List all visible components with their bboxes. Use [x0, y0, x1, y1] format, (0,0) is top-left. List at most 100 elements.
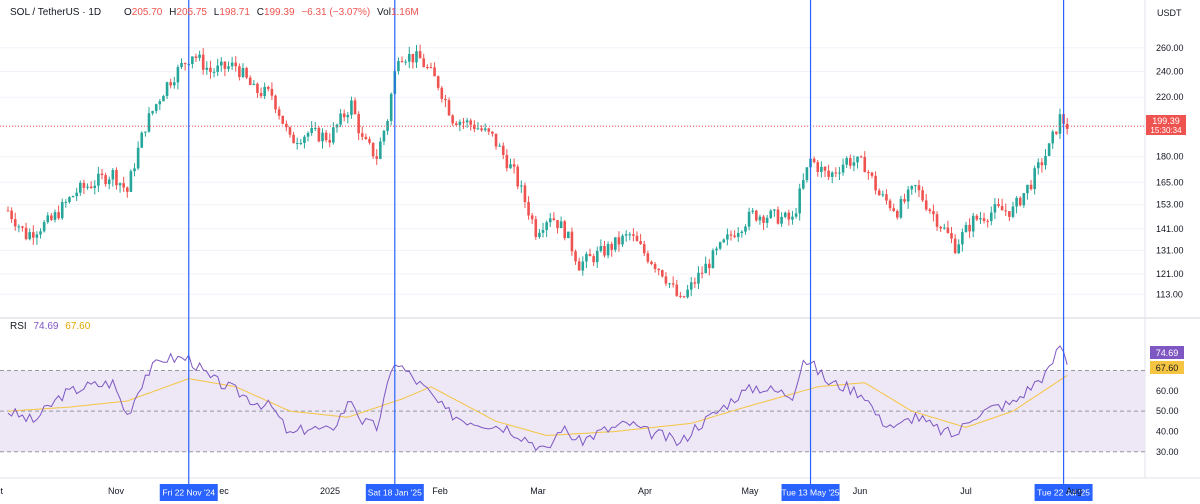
candle-body — [632, 234, 635, 236]
candle-body — [136, 147, 140, 169]
candle-body — [914, 185, 917, 187]
candle-body — [389, 93, 393, 121]
candle-body — [75, 192, 78, 197]
candle-body — [1065, 123, 1069, 129]
candle-body — [675, 284, 679, 296]
candle-body — [295, 143, 299, 145]
candle-body — [1018, 197, 1022, 206]
candle-body — [758, 216, 762, 221]
candle-body — [708, 263, 711, 269]
candle-body — [689, 282, 693, 290]
candle-body — [664, 276, 668, 284]
candle-body — [848, 158, 852, 166]
chart-grid — [0, 0, 1200, 479]
value-tags: 199.39 15:30:34 74.69 67.60 — [1146, 115, 1186, 374]
candle-body — [588, 253, 592, 257]
candle-body — [230, 62, 234, 67]
candle-body — [100, 173, 104, 176]
rsi-tag-bg — [1150, 346, 1184, 359]
candle-body — [404, 61, 407, 63]
candle-body — [867, 172, 870, 174]
candle-body — [668, 283, 671, 285]
candle-body — [375, 156, 379, 159]
candle-body — [722, 239, 726, 243]
candle-body — [505, 154, 509, 169]
price-axis[interactable]: 113.00 121.00 131.00 141.00 153.00 165.00 180.… — [1156, 43, 1184, 457]
candle-body — [595, 250, 599, 263]
candle-body — [567, 231, 570, 239]
candle-body — [281, 115, 285, 124]
candle-body — [491, 131, 494, 134]
candle-body — [447, 100, 451, 116]
candle-body — [1004, 210, 1008, 212]
candle-body — [520, 185, 523, 187]
candle-body — [469, 120, 473, 125]
candle-body — [1055, 131, 1058, 134]
candle-body — [350, 100, 353, 115]
open-value: 205.70 — [132, 7, 163, 18]
candle-body — [17, 226, 21, 228]
candle-body — [736, 233, 740, 237]
candle-body — [71, 196, 75, 198]
candle-body — [451, 115, 454, 124]
candle-body — [444, 98, 447, 101]
price-tick-label: 240.00 — [1156, 66, 1184, 76]
time-axis[interactable]: ct Nov ec 2025 Feb Mar Apr May Jun Jul Aug — [0, 486, 1082, 496]
candle-body — [379, 141, 382, 159]
rsi-label: RSI — [10, 321, 27, 332]
candle-body — [534, 219, 538, 238]
candle-body — [751, 210, 754, 212]
marker-label: Tue 22 Jul '25 — [1037, 488, 1090, 498]
marker-label: Fri 22 Nov '24 — [162, 488, 215, 498]
candle-body — [653, 264, 657, 269]
candle-body — [426, 66, 429, 68]
candle-body — [133, 168, 136, 172]
rsi-tick-label: 60.00 — [1156, 386, 1179, 396]
rsi-tick-label: 40.00 — [1156, 426, 1179, 436]
candle-body — [473, 124, 476, 130]
candle-body — [624, 234, 628, 236]
candle-body — [841, 164, 845, 173]
candle-body — [776, 209, 780, 224]
candle-body — [603, 245, 606, 256]
candle-body — [172, 82, 176, 86]
candle-body — [769, 210, 773, 218]
candle-body — [530, 215, 534, 220]
price-tag-bg — [1146, 115, 1186, 135]
candle-body — [13, 219, 17, 227]
rsi-tick-label: 50.00 — [1156, 406, 1179, 416]
price-tag-value: 199.39 — [1152, 116, 1180, 126]
close-label: C — [257, 7, 264, 18]
candle-body — [1015, 197, 1018, 207]
candle-body — [107, 179, 111, 185]
candle-body — [592, 256, 595, 263]
candle-body — [715, 248, 718, 251]
candle-body — [780, 216, 783, 224]
candle-body — [870, 172, 874, 176]
candle-body — [57, 212, 60, 219]
candle-body — [704, 263, 707, 274]
candle-body — [180, 63, 183, 68]
candle-body — [458, 121, 462, 126]
candle-body — [559, 221, 563, 229]
candle-body — [939, 226, 942, 229]
candle-body — [299, 142, 303, 144]
candle-body — [494, 133, 498, 147]
candle-body — [501, 145, 505, 155]
candle-body — [700, 272, 704, 274]
candle-body — [234, 62, 238, 67]
candle-body — [993, 204, 997, 213]
candle-body — [1026, 184, 1029, 194]
candle-body — [971, 215, 975, 232]
candle-body — [313, 127, 317, 129]
price-tick-label: 165.00 — [1156, 177, 1184, 187]
candle-body — [21, 226, 24, 228]
marker-label-bg — [159, 484, 218, 501]
legend-headers: SOL / TetherUS · 1D O205.70 H205.75 L198… — [10, 7, 1182, 332]
candle-body — [10, 210, 13, 220]
candle-body — [697, 272, 700, 284]
candle-body — [433, 67, 436, 77]
time-tick-label: Nov — [108, 486, 125, 496]
time-tick-label: Jul — [960, 486, 972, 496]
